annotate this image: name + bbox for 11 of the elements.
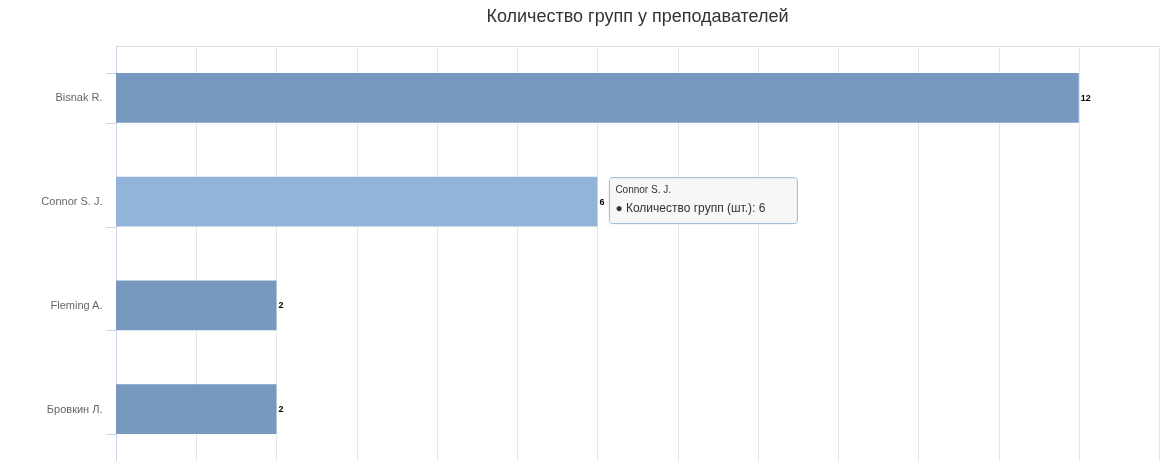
y-tick-label: Бровкин Л.: [46, 402, 103, 415]
annotation: Connor S. J.: [615, 183, 671, 195]
annotation: ● Количество групп (шт.): 6: [615, 200, 766, 215]
y-tick-label: Connor S. J.: [41, 195, 103, 208]
data-label: 6: [599, 196, 605, 207]
y-tick-label: Fleming A.: [50, 298, 103, 311]
data-label: 2: [278, 404, 284, 415]
data-label: 12: [1080, 92, 1091, 103]
y-tick-label: Bisnak R.: [55, 91, 103, 104]
data-label: 2: [278, 300, 284, 311]
chart-title: Количество групп у преподавателей: [486, 6, 789, 26]
